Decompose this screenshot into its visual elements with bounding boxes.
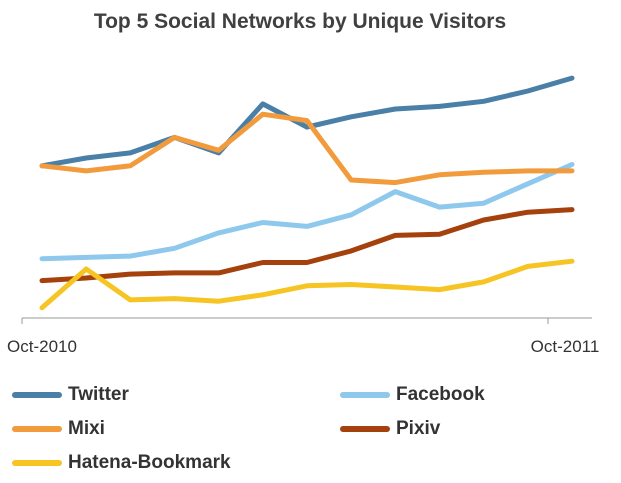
legend-item-facebook: Facebook xyxy=(340,384,485,406)
legend-swatch xyxy=(12,392,62,398)
legend-swatch xyxy=(340,392,390,398)
legend-swatch xyxy=(12,426,62,432)
x-tick-label: Oct-2011 xyxy=(531,337,600,356)
legend-item-mixi: Mixi xyxy=(12,418,105,440)
series-line-twitter xyxy=(39,75,575,169)
legend-label: Mixi xyxy=(68,418,105,439)
legend-label: Facebook xyxy=(396,384,485,405)
series-line-hatena-bookmark xyxy=(39,258,575,311)
legend-label: Pixiv xyxy=(396,418,441,439)
legend: Twitter Facebook Mixi Pixiv Hatena-Bookmark xyxy=(0,376,621,476)
legend-item-hatena-bookmark: Hatena-Bookmark xyxy=(12,452,231,474)
legend-label: Hatena-Bookmark xyxy=(68,452,231,473)
line-chart: Oct-2010 Oct-2011 xyxy=(7,75,600,356)
legend-item-pixiv: Pixiv xyxy=(340,418,440,440)
legend-swatch xyxy=(340,426,390,432)
chart-title: Top 5 Social Networks by Unique Visitors xyxy=(93,10,507,33)
series-line-pixiv xyxy=(39,207,575,284)
x-tick-label: Oct-2010 xyxy=(7,337,77,356)
series-line-facebook xyxy=(39,162,575,262)
legend-item-twitter: Twitter xyxy=(12,384,129,406)
legend-swatch xyxy=(12,460,62,466)
series-line-mixi xyxy=(39,111,575,186)
legend-label: Twitter xyxy=(68,384,129,405)
